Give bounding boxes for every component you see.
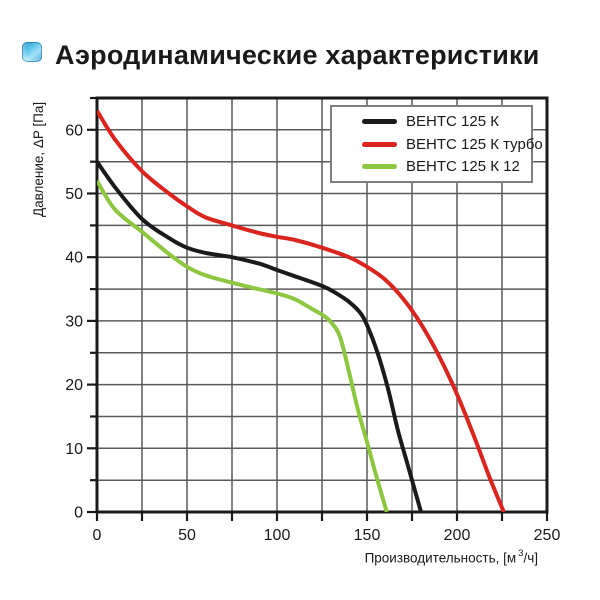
series-curve-0 (97, 160, 423, 512)
blue-square-bullet-icon (22, 42, 42, 62)
series-curve-2 (97, 179, 389, 512)
x-tick-label: 50 (178, 527, 196, 544)
x-tick-label: 100 (264, 527, 291, 544)
y-tick-label: 30 (65, 313, 83, 330)
legend-label: ВЕНТС 125 К 12 (406, 158, 520, 176)
y-tick-label: 0 (74, 505, 83, 522)
y-axis-label: Давление, ΔP [Па] (31, 101, 46, 217)
legend-line-swatch-green (362, 164, 397, 170)
legend-line-swatch-black (362, 118, 397, 124)
x-axis-label-unit: /ч] (523, 550, 538, 566)
legend-item: ВЕНТС 125 К (362, 113, 531, 130)
legend-item: ВЕНТС 125 К турбо (362, 136, 543, 153)
x-tick-label: 150 (354, 527, 381, 544)
legend-line-swatch-red (362, 141, 397, 147)
x-tick-label: 250 (534, 527, 561, 544)
series-curve-1 (97, 109, 506, 512)
legend-label: ВЕНТС 125 К турбо (406, 135, 543, 153)
chart-legend: ВЕНТС 125 К ВЕНТС 125 К турбо ВЕНТС 125 … (330, 105, 543, 183)
plot-frame (95, 96, 549, 514)
x-axis-label-superscript: 3 (518, 548, 524, 559)
x-axis-label-text: Производительность, [м (364, 550, 517, 566)
y-tick-label: 60 (65, 122, 83, 139)
x-tick-label: 200 (444, 527, 471, 544)
legend-label: ВЕНТС 125 К (406, 112, 499, 130)
y-tick-label: 50 (65, 186, 83, 203)
legend-item: ВЕНТС 125 К 12 (362, 158, 531, 175)
section-title: Аэродинамические характеристики (55, 40, 540, 70)
x-tick-label: 0 (93, 527, 102, 544)
y-tick-label: 10 (65, 441, 83, 458)
y-tick-label: 40 (65, 250, 83, 267)
y-tick-label: 20 (65, 377, 83, 394)
x-axis-label: Производительность, [м 3/ч] (364, 548, 538, 566)
